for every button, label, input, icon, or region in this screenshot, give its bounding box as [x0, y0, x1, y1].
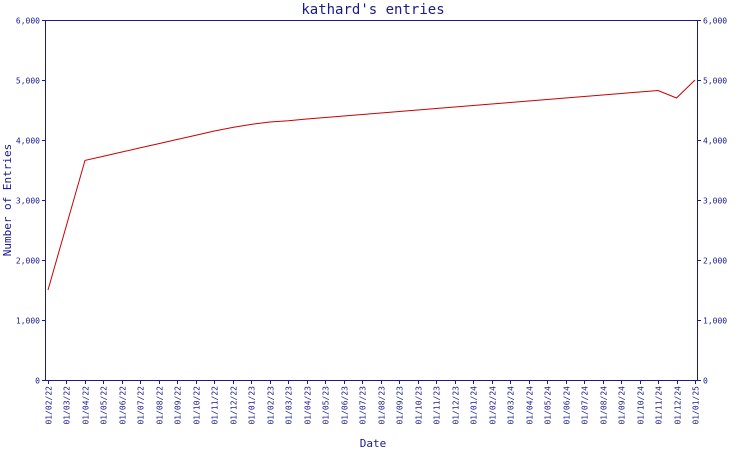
series-line — [47, 79, 696, 291]
x-tick-label: 01/09/23 — [396, 386, 405, 425]
y-axis-label: Number of Entries — [1, 144, 14, 257]
x-tick-label: 01/11/24 — [655, 386, 664, 425]
series-group — [47, 79, 696, 291]
x-tick-label: 01/04/23 — [304, 386, 313, 425]
x-axis: 01/02/22 01/03/22 01/04/22 01/05/22 01/06/22… — [45, 380, 701, 425]
plot-frame — [45, 20, 698, 381]
x-tick-label: 01/07/23 — [359, 386, 368, 425]
x-tick-label: 01/07/24 — [581, 386, 590, 425]
x-tick-label: 01/02/24 — [489, 386, 498, 425]
x-tick-label: 01/03/24 — [507, 386, 516, 425]
y-tick-label-right: 4,000 — [703, 137, 727, 146]
x-tick-label: 01/01/25 — [692, 386, 701, 425]
x-tick-label: 01/07/22 — [137, 386, 146, 425]
x-tick-label: 01/08/23 — [378, 386, 387, 425]
x-axis-label: Date — [360, 437, 387, 450]
y-tick-label-left: 3,000 — [16, 197, 40, 206]
y-tick-label-left: 1,000 — [16, 317, 40, 326]
x-tick-label: 01/11/23 — [433, 386, 442, 425]
x-tick-label: 01/06/22 — [119, 386, 128, 425]
x-tick-label: 01/01/23 — [248, 386, 257, 425]
x-tick-label: 01/05/24 — [544, 386, 553, 425]
y-tick-label-left: 0 — [35, 377, 40, 386]
x-tick-label: 01/03/22 — [63, 386, 72, 425]
x-tick-label: 01/10/24 — [637, 386, 646, 425]
y-tick-label-left: 5,000 — [16, 77, 40, 86]
y-tick-label-left: 2,000 — [16, 257, 40, 266]
y-tick-label-right: 6,000 — [703, 17, 727, 26]
y-tick-label-right: 1,000 — [703, 317, 727, 326]
x-tick-label: 01/04/22 — [82, 386, 91, 425]
y-tick-label-left: 4,000 — [16, 137, 40, 146]
x-tick-label: 01/05/23 — [322, 386, 331, 425]
y-tick-label-right: 3,000 — [703, 197, 727, 206]
y-tick-label-right: 2,000 — [703, 257, 727, 266]
x-tick-label: 01/12/23 — [452, 386, 461, 425]
x-tick-label: 01/11/22 — [211, 386, 220, 425]
x-tick-label: 01/12/22 — [230, 386, 239, 425]
x-tick-label: 01/12/24 — [674, 386, 683, 425]
y-tick-label-left: 6,000 — [16, 17, 40, 26]
x-tick-label: 01/09/22 — [174, 386, 183, 425]
x-tick-label: 01/03/23 — [285, 386, 294, 425]
y-tick-label-right: 0 — [703, 377, 708, 386]
y-axis-left: 0 1,000 2,000 3,000 4,000 5,000 6,000 — [16, 17, 46, 386]
x-tick-label: 01/02/22 — [45, 386, 54, 425]
x-tick-label: 01/04/24 — [526, 386, 535, 425]
x-tick-label: 01/01/24 — [470, 386, 479, 425]
x-tick-label: 01/09/24 — [618, 386, 627, 425]
x-tick-label: 01/10/22 — [193, 386, 202, 425]
x-tick-label: 01/06/24 — [563, 386, 572, 425]
x-tick-label: 01/08/24 — [600, 386, 609, 425]
y-axis-right: 0 1,000 2,000 3,000 4,000 5,000 6,000 — [697, 17, 727, 386]
x-tick-label: 01/06/23 — [341, 386, 350, 425]
x-tick-label: 01/02/23 — [267, 386, 276, 425]
chart-title: kathard's entries — [301, 2, 444, 18]
y-tick-label-right: 5,000 — [703, 77, 727, 86]
x-tick-label: 01/08/22 — [156, 386, 165, 425]
x-tick-label: 01/05/22 — [100, 386, 109, 425]
x-tick-label: 01/10/23 — [415, 386, 424, 425]
